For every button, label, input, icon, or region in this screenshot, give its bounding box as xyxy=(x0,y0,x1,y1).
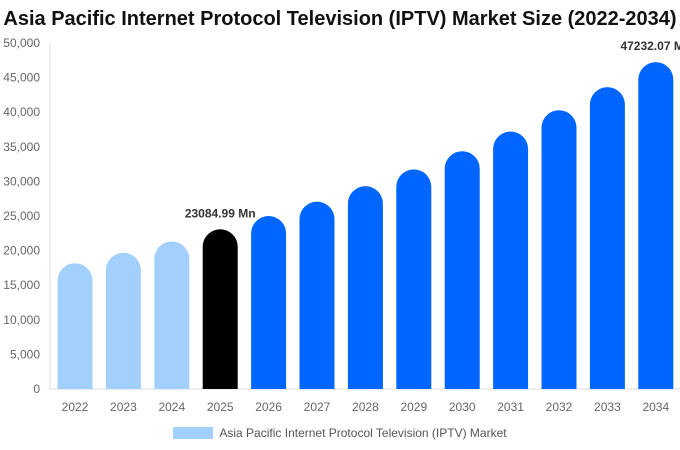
y-tick-label: 5,000 xyxy=(10,347,40,361)
x-tick-label: 2027 xyxy=(304,400,331,414)
x-tick-label: 2022 xyxy=(62,400,89,414)
x-tick-label: 2026 xyxy=(255,400,282,414)
y-tick-label: 25,000 xyxy=(3,209,40,223)
bar-2022 xyxy=(57,263,93,389)
data-label-2025: 23084.99 Mn xyxy=(185,206,256,220)
x-tick-label: 2032 xyxy=(546,400,573,414)
x-tick-label: 2030 xyxy=(449,400,476,414)
y-tick-label: 30,000 xyxy=(3,174,40,188)
x-tick-label: 2028 xyxy=(352,400,379,414)
x-tick-label: 2029 xyxy=(400,400,427,414)
bar-2030 xyxy=(444,151,480,389)
bar-2028 xyxy=(347,186,383,389)
bar-2027 xyxy=(299,201,335,389)
bar-2029 xyxy=(396,169,432,389)
bar-2033 xyxy=(589,87,625,389)
x-tick-label: 2023 xyxy=(110,400,137,414)
legend: Asia Pacific Internet Protocol Televisio… xyxy=(0,426,680,440)
x-tick-label: 2025 xyxy=(207,400,234,414)
x-tick-label: 2031 xyxy=(497,400,524,414)
data-label-2034: 47232.07 Mn xyxy=(620,39,680,53)
y-tick-label: 0 xyxy=(33,382,40,396)
legend-label: Asia Pacific Internet Protocol Televisio… xyxy=(219,426,507,440)
y-tick-label: 40,000 xyxy=(3,105,40,119)
y-tick-label: 20,000 xyxy=(3,244,40,258)
y-tick-label: 45,000 xyxy=(3,71,40,85)
bar-2032 xyxy=(541,110,577,389)
y-tick-label: 10,000 xyxy=(3,313,40,327)
chart-title: Asia Pacific Internet Protocol Televisio… xyxy=(3,8,677,30)
legend-swatch xyxy=(173,427,214,439)
y-tick-label: 35,000 xyxy=(3,140,40,154)
bar-2023 xyxy=(105,252,141,389)
y-tick-label: 50,000 xyxy=(3,36,40,50)
x-tick-label: 2024 xyxy=(158,400,185,414)
bar-2034 xyxy=(638,62,674,389)
y-tick-label: 15,000 xyxy=(3,278,40,292)
x-tick-label: 2034 xyxy=(642,400,669,414)
bar-2031 xyxy=(493,131,529,390)
x-tick-label: 2033 xyxy=(594,400,621,414)
bar-2024 xyxy=(154,241,190,389)
bar-2025 xyxy=(202,229,238,389)
bar-2026 xyxy=(251,216,287,389)
